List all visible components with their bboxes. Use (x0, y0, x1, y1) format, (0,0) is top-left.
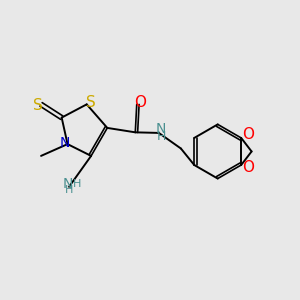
Text: O: O (242, 128, 254, 142)
Text: H: H (65, 185, 73, 195)
Text: S: S (85, 95, 95, 110)
Text: N: N (62, 177, 73, 191)
Text: O: O (134, 95, 146, 110)
Text: N: N (156, 122, 166, 136)
Text: H: H (73, 179, 82, 189)
Text: H: H (157, 130, 166, 143)
Text: S: S (33, 98, 42, 113)
Text: O: O (242, 160, 254, 175)
Text: N: N (59, 136, 70, 150)
